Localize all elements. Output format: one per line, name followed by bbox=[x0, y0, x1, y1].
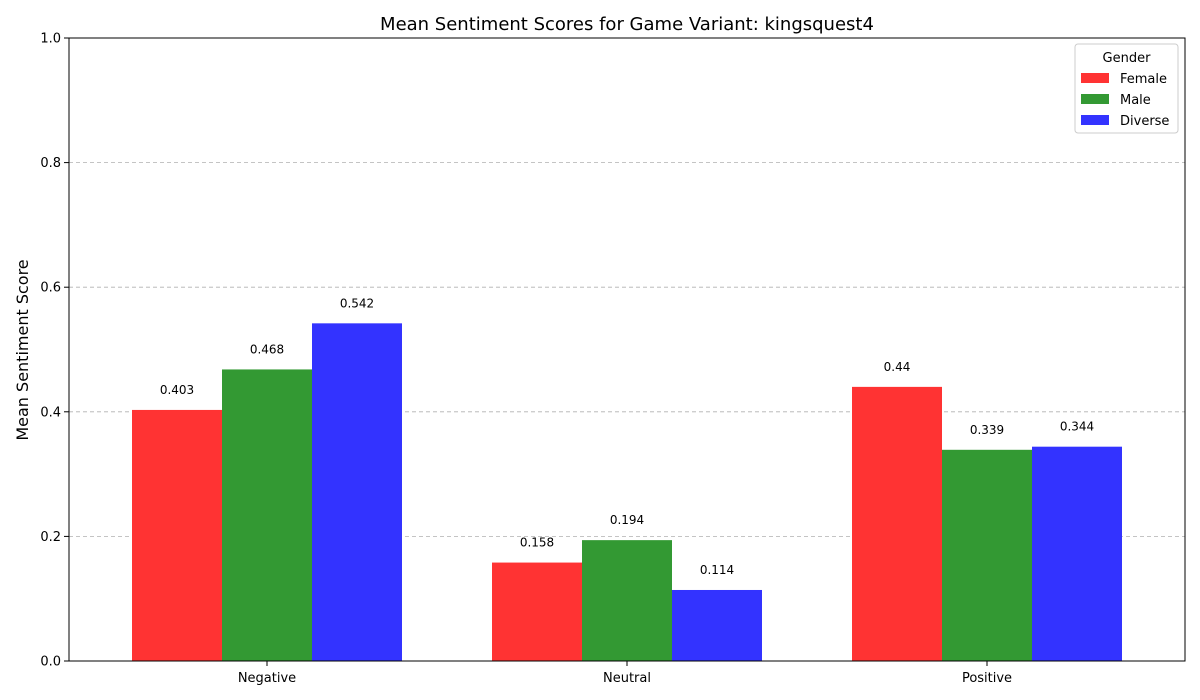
legend-box bbox=[1074, 43, 1179, 134]
x-tick-label: Neutral bbox=[603, 671, 651, 686]
data-label: 0.468 bbox=[250, 342, 284, 356]
y-tick-label: 0.6 bbox=[40, 281, 61, 296]
bars bbox=[132, 323, 1122, 661]
x-tick-label: Negative bbox=[238, 671, 296, 686]
y-tick-label: 0.4 bbox=[40, 405, 61, 420]
bar-female-negative bbox=[132, 409, 222, 661]
y-tick-label: 0.8 bbox=[40, 156, 61, 171]
y-tick-label: 1.0 bbox=[40, 32, 61, 47]
data-label: 0.194 bbox=[610, 513, 644, 527]
data-label: 0.158 bbox=[520, 536, 554, 550]
bar-diverse-neutral bbox=[672, 589, 762, 661]
bar-diverse-positive bbox=[1032, 446, 1122, 661]
data-labels: 0.403 0.468 0.542 0.158 0.194 0.114 0.44 0.339 0… bbox=[160, 296, 1094, 577]
y-tick-label: 0.2 bbox=[40, 530, 61, 545]
y-axis-ticks: 0.0 0.2 0.4 0.6 0.8 1.0 bbox=[40, 32, 69, 670]
data-label: 0.344 bbox=[1060, 420, 1094, 434]
legend-entry: Male bbox=[1120, 93, 1151, 108]
legend-swatch bbox=[1081, 73, 1109, 83]
x-tick-label: Positive bbox=[962, 671, 1012, 686]
legend-swatch bbox=[1081, 115, 1109, 125]
bar-female-neutral bbox=[492, 562, 582, 661]
y-tick-label: 0.0 bbox=[40, 655, 61, 670]
legend-entry: Diverse bbox=[1120, 114, 1169, 129]
bar-male-neutral bbox=[582, 540, 672, 661]
plot-frame bbox=[68, 37, 1186, 662]
x-axis-ticks: Negative Neutral Positive bbox=[238, 661, 1012, 686]
legend-title: Gender bbox=[1103, 51, 1152, 66]
y-axis-label: Mean Sentiment Score bbox=[13, 259, 32, 440]
data-label: 0.114 bbox=[700, 563, 734, 577]
bar-male-negative bbox=[222, 369, 312, 661]
bar-male-positive bbox=[942, 449, 1032, 661]
data-label: 0.44 bbox=[884, 360, 911, 374]
data-label: 0.339 bbox=[970, 423, 1004, 437]
bar-female-positive bbox=[852, 386, 942, 661]
legend: Gender Female Male Diverse bbox=[1074, 43, 1179, 134]
legend-swatch bbox=[1081, 94, 1109, 104]
bar-diverse-negative bbox=[312, 323, 402, 661]
data-label: 0.542 bbox=[340, 296, 374, 310]
chart-title: Mean Sentiment Scores for Game Variant: … bbox=[380, 14, 874, 35]
legend-entry: Female bbox=[1120, 72, 1167, 87]
data-label: 0.403 bbox=[160, 383, 194, 397]
